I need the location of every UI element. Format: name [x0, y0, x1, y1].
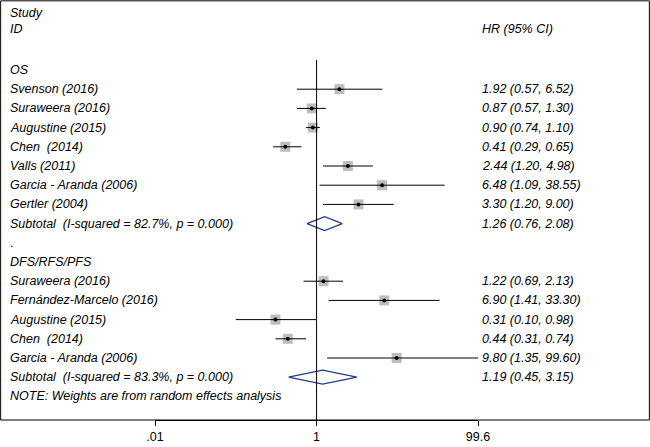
svg-text:0.44 (0.31, 0.74): 0.44 (0.31, 0.74): [482, 332, 574, 346]
svg-text:Fernández-Marcelo (2016): Fernández-Marcelo (2016): [10, 293, 158, 307]
svg-text:0.90 (0.74, 1.10): 0.90 (0.74, 1.10): [482, 121, 574, 135]
svg-text:Svenson (2016): Svenson (2016): [10, 82, 98, 96]
svg-text:Suraweera (2016): Suraweera (2016): [10, 101, 110, 115]
svg-text:9.80 (1.35, 99.60): 9.80 (1.35, 99.60): [482, 351, 581, 365]
svg-text:99.6: 99.6: [466, 430, 490, 444]
svg-text:Valls (2011): Valls (2011): [10, 159, 75, 173]
svg-text:1.19 (0.45, 3.15): 1.19 (0.45, 3.15): [482, 370, 574, 384]
svg-text:Gertler (2004): Gertler (2004): [10, 197, 88, 211]
svg-text:Subtotal (I-squared = 83.3%,: Subtotal (I-squared = 83.3%, p = 0.000): [10, 370, 233, 384]
svg-text:Garcia - Aranda (2006): Garcia - Aranda (2006): [10, 351, 137, 365]
svg-text:0.87 (0.57, 1.30): 0.87 (0.57, 1.30): [482, 101, 574, 115]
svg-text:Garcia - Aranda (2006): Garcia - Aranda (2006): [10, 178, 137, 192]
svg-text:0.31 (0.10, 0.98): 0.31 (0.10, 0.98): [482, 313, 574, 327]
svg-text:1.92 (0.57, 6.52): 1.92 (0.57, 6.52): [482, 82, 574, 96]
svg-text:ID: ID: [10, 22, 23, 36]
svg-text:Chen (2014): Chen (2014): [10, 332, 83, 346]
svg-text:1: 1: [313, 430, 320, 444]
svg-text:Augustine (2015): Augustine (2015): [10, 313, 106, 327]
svg-text:.01: .01: [146, 430, 163, 444]
svg-text:Subtotal (I-squared = 82.7%,: Subtotal (I-squared = 82.7%, p = 0.000): [10, 217, 233, 231]
svg-text:0.41 (0.29, 0.65): 0.41 (0.29, 0.65): [482, 140, 574, 154]
svg-text:2.44 (1.20, 4.98): 2.44 (1.20, 4.98): [482, 159, 575, 173]
svg-text:3.30 (1.20, 9.00): 3.30 (1.20, 9.00): [482, 197, 574, 211]
svg-text:Chen (2014): Chen (2014): [10, 140, 83, 154]
svg-text:OS: OS: [10, 63, 29, 77]
svg-text:HR (95% CI): HR (95% CI): [482, 22, 553, 36]
svg-text:1.22 (0.69, 2.13): 1.22 (0.69, 2.13): [482, 274, 574, 288]
svg-text:NOTE: Weights are from random: NOTE: Weights are from random effects an…: [10, 389, 281, 403]
svg-text:Augustine (2015): Augustine (2015): [10, 121, 106, 135]
svg-text:6.90 (1.41, 33.30): 6.90 (1.41, 33.30): [482, 293, 581, 307]
svg-text:Study: Study: [10, 6, 43, 20]
svg-text:1.26 (0.76, 2.08): 1.26 (0.76, 2.08): [482, 217, 574, 231]
svg-text:DFS/RFS/PFS: DFS/RFS/PFS: [10, 255, 92, 269]
svg-text:Suraweera (2016): Suraweera (2016): [10, 274, 110, 288]
svg-text:6.48 (1.09, 38.55): 6.48 (1.09, 38.55): [482, 178, 581, 192]
svg-text:.: .: [10, 236, 13, 250]
